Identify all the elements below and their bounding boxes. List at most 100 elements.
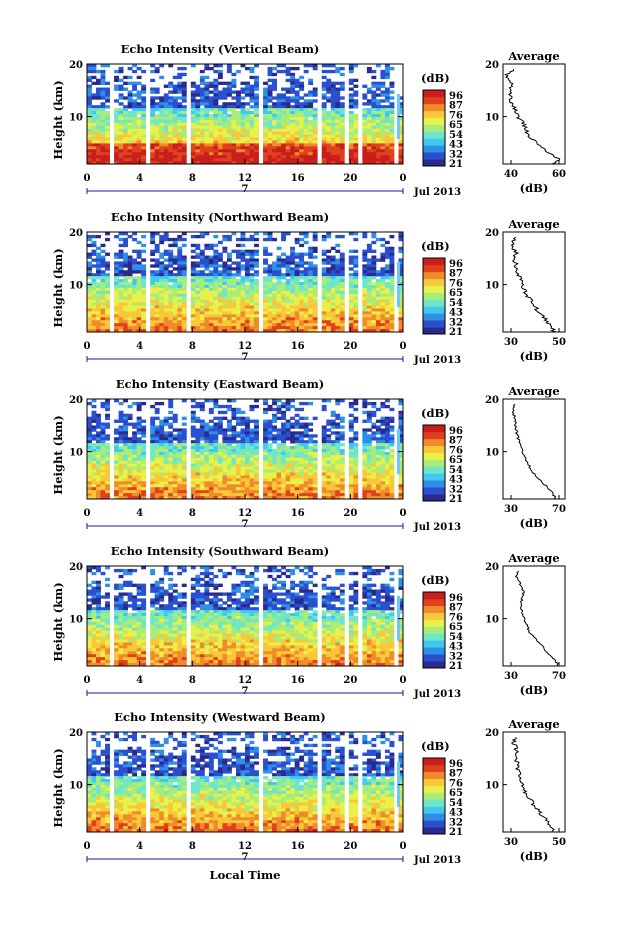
heatmap-cell — [339, 317, 345, 321]
heatmap-cell — [87, 255, 92, 259]
heatmap-cell — [154, 454, 160, 459]
heatmap-cell — [163, 116, 169, 121]
heatmap-cell — [366, 302, 372, 306]
heatmap-cell — [285, 311, 291, 315]
heatmap-cell — [123, 290, 129, 295]
heatmap-cell — [217, 404, 223, 409]
heatmap-cell — [263, 463, 268, 468]
heatmap-cell — [326, 302, 332, 306]
heatmap-cell — [272, 413, 277, 418]
heatmap-cell — [195, 440, 201, 444]
heatmap-cell — [312, 149, 318, 153]
heatmap-cell — [118, 149, 124, 153]
heatmap-cell — [308, 99, 314, 103]
heatmap-cell — [339, 463, 345, 468]
heatmap-cell — [245, 90, 250, 94]
heatmap-cell — [245, 81, 250, 85]
heatmap-cell — [398, 234, 404, 239]
heatmap-cell — [231, 305, 237, 309]
heatmap-cell — [308, 273, 314, 277]
heatmap-cell — [321, 296, 327, 301]
heatmap-cell — [163, 93, 169, 97]
heatmap-cell — [87, 146, 92, 150]
heatmap-cell — [348, 422, 354, 426]
heatmap-cell — [312, 472, 318, 476]
heatmap-cell — [299, 323, 305, 327]
heatmap-cell — [123, 252, 129, 256]
heatmap-cell — [195, 161, 201, 165]
heatmap-cell — [226, 475, 232, 479]
heatmap-title: Echo Intensity (Eastward Beam) — [116, 377, 324, 391]
heatmap-cell — [263, 299, 268, 303]
colorbar-swatch — [423, 110, 445, 118]
heatmap-cell — [105, 137, 110, 141]
heatmap-cell — [299, 125, 305, 130]
heatmap-cell — [154, 416, 160, 420]
heatmap-cell — [159, 326, 165, 330]
heatmap-cell — [163, 478, 169, 482]
heatmap-cell — [339, 105, 345, 109]
heatmap-cell — [150, 481, 156, 485]
heatmap-cell — [141, 143, 147, 147]
heatmap-cell — [114, 299, 119, 303]
heatmap-cell — [91, 463, 97, 468]
heatmap-cell — [118, 413, 124, 418]
heatmap-cell — [195, 155, 201, 159]
heatmap-cell — [303, 279, 309, 283]
heatmap-cell — [321, 282, 327, 286]
heatmap-cell — [100, 125, 106, 130]
heatmap-cell — [245, 475, 250, 479]
heatmap-cell — [91, 111, 97, 115]
heatmap-cell — [281, 314, 287, 318]
heatmap-cell — [267, 407, 273, 412]
heatmap-cell — [132, 457, 138, 462]
heatmap-cell — [91, 329, 97, 333]
heatmap-cell — [272, 466, 277, 470]
heatmap-cell — [231, 158, 237, 162]
heatmap-cell — [172, 478, 178, 482]
heatmap-cell — [380, 481, 386, 485]
heatmap-cell — [290, 484, 296, 488]
average-x-tick-label: 40 — [504, 169, 518, 180]
heatmap-cell — [249, 466, 255, 470]
heatmap-cell — [339, 282, 345, 286]
heatmap-cell — [100, 463, 106, 468]
heatmap-cell — [199, 457, 205, 462]
heatmap-cell — [100, 320, 106, 324]
heatmap-cell — [348, 478, 354, 482]
heatmap-cell — [330, 158, 336, 162]
heatmap-cell — [204, 451, 210, 456]
heatmap-cell — [226, 425, 232, 429]
heatmap-cell — [375, 296, 381, 301]
heatmap-cell — [217, 454, 223, 459]
heatmap-cell — [235, 308, 241, 312]
heatmap-cell — [249, 287, 255, 292]
heatmap-cell — [213, 469, 219, 473]
heatmap-cell — [321, 440, 327, 444]
heatmap-cell — [154, 249, 160, 253]
heatmap-cell — [339, 143, 345, 147]
heatmap-cell — [308, 149, 314, 153]
heatmap-cell — [335, 413, 341, 418]
heatmap-cell — [87, 87, 92, 91]
heatmap-cell — [398, 431, 404, 435]
heatmap-cell — [154, 137, 160, 141]
heatmap-cell — [326, 308, 332, 312]
heatmap-cell — [100, 437, 106, 441]
heatmap-cell — [226, 161, 232, 165]
heatmap-cell — [362, 84, 368, 88]
heatmap-cell — [384, 299, 390, 303]
y-tick-label: 20 — [69, 60, 83, 71]
heatmap-cell — [240, 469, 246, 473]
heatmap-cell — [362, 255, 368, 259]
heatmap-cell — [272, 434, 277, 438]
heatmap-cell — [380, 308, 386, 312]
heatmap-cell — [96, 96, 101, 100]
heatmap-cell — [91, 416, 97, 420]
heatmap-cell — [384, 149, 390, 153]
heatmap-cell — [335, 425, 341, 429]
heatmap-cell — [91, 152, 97, 156]
heatmap-cell — [163, 158, 169, 162]
heatmap-cell — [348, 323, 354, 327]
heatmap-cell — [159, 264, 165, 268]
